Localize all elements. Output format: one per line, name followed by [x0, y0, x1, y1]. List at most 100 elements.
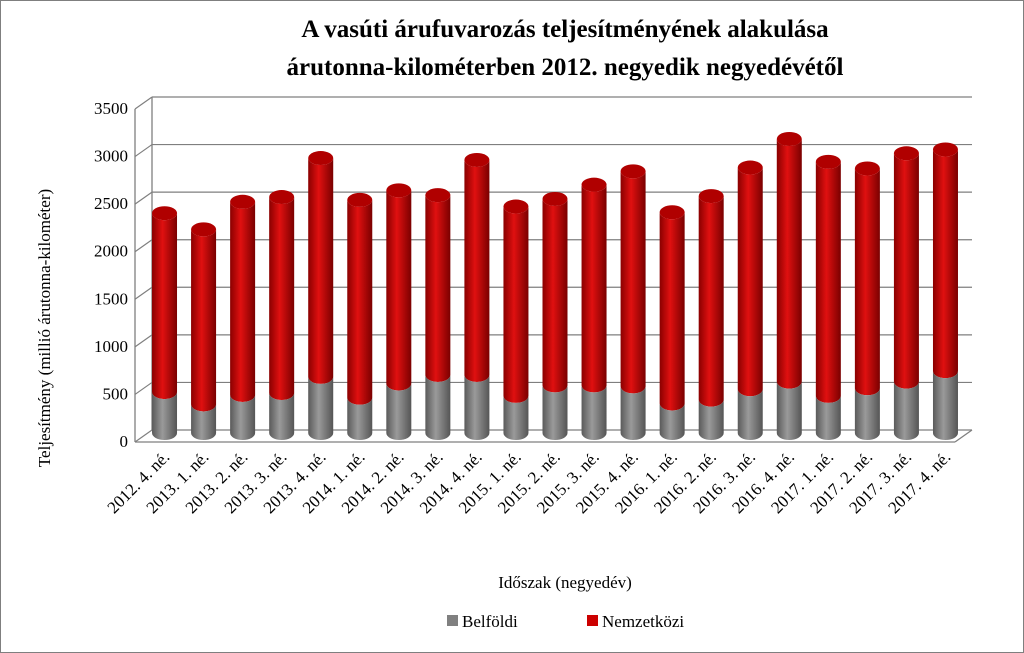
bar-nemzetkozi — [737, 167, 763, 397]
legend-label-belfoldi: Belföldi — [462, 612, 518, 631]
bar-belfoldi — [386, 383, 412, 440]
bar-group — [698, 189, 724, 441]
bar-group — [464, 152, 490, 441]
bar-belfoldi — [191, 404, 217, 440]
bar-belfoldi — [698, 399, 724, 441]
bar-nemzetkozi — [854, 168, 880, 396]
bar-group — [893, 146, 919, 441]
bar-top-cap — [269, 190, 295, 205]
gridline-side — [134, 381, 153, 395]
gridline-side — [134, 334, 153, 348]
bar-group — [542, 191, 568, 441]
plot-walls — [134, 97, 973, 443]
bar-belfoldi — [815, 395, 841, 441]
bar-group — [425, 188, 451, 441]
bar-belfoldi — [893, 381, 919, 441]
y-axis-label: Teljesítmény (millió árutonna-kilométer) — [35, 189, 54, 467]
bar-belfoldi — [503, 395, 529, 441]
y-tick-label: 2000 — [94, 242, 128, 261]
bar-top-cap — [425, 188, 451, 203]
bar-nemzetkozi — [230, 201, 256, 402]
bar-nemzetkozi — [776, 139, 802, 389]
bar-belfoldi — [347, 397, 373, 440]
bar-top-cap — [464, 152, 490, 167]
bar-top-cap — [503, 199, 529, 214]
bar-nemzetkozi — [815, 161, 841, 403]
legend-swatch-nemzetkozi — [587, 615, 598, 626]
chart-title-line-2: árutonna-kilométerben 2012. negyedik neg… — [287, 54, 844, 81]
bar-group — [620, 164, 646, 441]
bar-top-cap — [542, 191, 568, 206]
bar-belfoldi — [542, 385, 568, 441]
bar-top-cap — [815, 154, 841, 169]
bar-group — [386, 183, 412, 440]
bar-top-cap — [581, 177, 607, 192]
bar-group — [854, 161, 880, 441]
chart-title-line-1: A vasúti árufuvarozás teljesítményének a… — [301, 16, 829, 43]
bar-belfoldi — [932, 371, 958, 441]
bar-nemzetkozi — [347, 199, 373, 405]
bar-top-cap — [191, 222, 217, 237]
bar-top-cap — [737, 160, 763, 175]
gridline-side — [134, 286, 153, 300]
y-tick-label: 3000 — [94, 147, 128, 166]
gridline-side — [134, 239, 153, 253]
y-tick-label: 0 — [120, 432, 129, 451]
bar-nemzetkozi — [152, 213, 178, 400]
bar-belfoldi — [269, 393, 295, 441]
bar-top-cap — [230, 194, 256, 209]
bar-top-cap — [347, 192, 373, 207]
bar-top-cap — [386, 183, 412, 198]
bar-nemzetkozi — [581, 184, 607, 393]
bar-nemzetkozi — [659, 212, 685, 411]
y-tick-label: 500 — [103, 384, 129, 403]
legend-label-nemzetkozi: Nemzetközi — [602, 612, 684, 631]
bar-top-cap — [854, 161, 880, 176]
x-axis-tick-labels: 2012. 4. né.2013. 1. né.2013. 2. né.2013… — [103, 447, 954, 517]
bar-group — [191, 222, 217, 440]
bar-top-cap — [776, 132, 802, 147]
gridline-side — [134, 429, 153, 443]
gridline-side — [134, 191, 153, 205]
bar-belfoldi — [464, 374, 490, 441]
bar-nemzetkozi — [269, 197, 295, 401]
bar-group — [815, 154, 841, 441]
bar-belfoldi — [581, 385, 607, 441]
bar-top-cap — [308, 151, 334, 166]
bar-nemzetkozi — [425, 195, 451, 382]
bar-top-cap — [620, 164, 646, 179]
bar-nemzetkozi — [191, 229, 217, 412]
legend: Belföldi Nemzetközi — [447, 612, 684, 631]
bar-belfoldi — [230, 394, 256, 441]
bar-top-cap — [698, 189, 724, 204]
y-tick-label: 1500 — [94, 289, 128, 308]
bar-group — [503, 199, 529, 441]
bar-group — [932, 142, 958, 441]
bar-group — [776, 132, 802, 440]
bar-belfoldi — [425, 374, 451, 441]
bar-belfoldi — [659, 403, 685, 441]
y-tick-label: 1000 — [94, 337, 128, 356]
bar-top-cap — [932, 142, 958, 157]
gridline-side — [134, 96, 153, 110]
floor-right-edge — [954, 429, 973, 443]
y-axis-tick-labels: 0 500 1000 1500 2000 2500 3000 3500 — [94, 99, 128, 451]
bar-belfoldi — [776, 381, 802, 440]
bar-group — [152, 206, 178, 441]
bar-nemzetkozi — [464, 159, 490, 382]
y-tick-label: 3500 — [94, 99, 128, 118]
bar-group — [308, 151, 334, 441]
bar-belfoldi — [620, 386, 646, 441]
bar-top-cap — [152, 206, 178, 221]
bar-belfoldi — [152, 392, 178, 441]
bar-group — [230, 194, 256, 441]
bar-nemzetkozi — [620, 171, 646, 394]
legend-swatch-belfoldi — [447, 615, 458, 626]
bar-nemzetkozi — [503, 206, 529, 403]
x-axis-label: Időszak (negyedév) — [498, 573, 632, 592]
gridline-side — [134, 144, 153, 158]
bar-group — [269, 190, 295, 441]
bar-top-cap — [893, 146, 919, 161]
bar-nemzetkozi — [308, 158, 334, 384]
